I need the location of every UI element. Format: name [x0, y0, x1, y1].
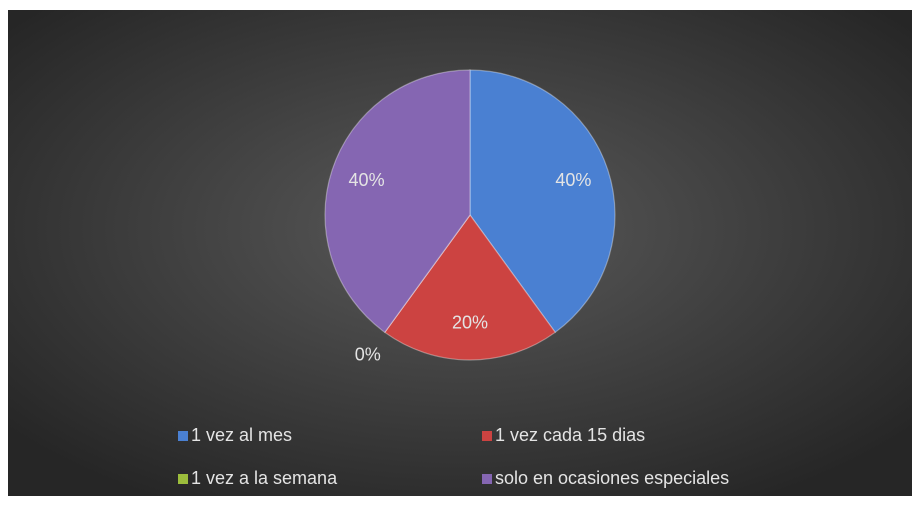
data-label: 40%: [349, 170, 385, 190]
legend-label: solo en ocasiones especiales: [495, 468, 729, 488]
pie-slice: [383, 213, 557, 361]
pie-slice: [469, 69, 616, 334]
legend-marker: [178, 431, 188, 441]
legend-label: 1 vez a la semana: [191, 468, 338, 488]
pie-slice: [324, 69, 471, 334]
data-label: 40%: [555, 170, 591, 190]
legend-marker: [178, 474, 188, 484]
data-label: 20%: [452, 313, 488, 333]
data-label: 0%: [355, 345, 381, 365]
legend-label: 1 vez al mes: [191, 425, 292, 445]
legend-label: 1 vez cada 15 dias: [495, 425, 645, 445]
pie: 40% 20% 0% 40%: [324, 69, 616, 365]
legend-marker: [482, 431, 492, 441]
legend-marker: [482, 474, 492, 484]
legend: 1 vez al mes 1 vez cada 15 dias 1 vez a la…: [178, 425, 729, 488]
